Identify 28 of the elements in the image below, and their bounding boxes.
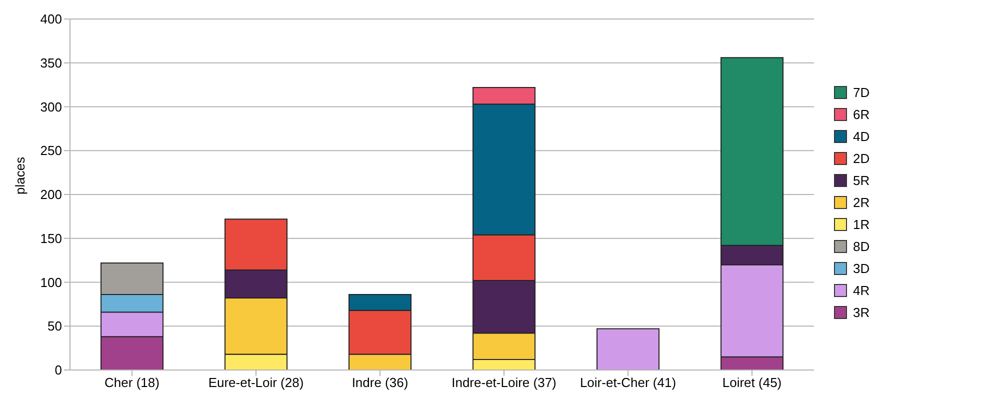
x-tick-label: Indre-et-Loire (37) [452,375,556,390]
y-tick-label: 0 [54,362,62,378]
legend-label: 3D [853,261,870,276]
legend-label: 1R [853,217,870,232]
legend-label: 2D [853,151,870,166]
y-tick-label: 200 [40,187,62,202]
x-tick-label: Indre (36) [352,375,408,390]
x-tick-label: Loir-et-Cher (41) [580,375,676,390]
legend-label: 2R [853,195,870,210]
legend-label: 8D [853,239,870,254]
x-tick-label: Loiret (45) [722,375,782,390]
legend-label: 7D [853,85,870,100]
y-tick-label: 150 [40,230,62,246]
y-tick-label: 100 [40,274,62,290]
y-axis-title: places [12,156,28,194]
legend-label: 3R [853,305,870,320]
legend-label: 6R [853,107,870,122]
y-tick-label: 400 [40,12,62,27]
y-tick-label: 350 [40,55,62,70]
legend-label: 4R [853,283,870,298]
legend-label: 4D [853,129,870,144]
y-tick-label: 250 [40,143,62,158]
x-tick-label: Eure-et-Loir (28) [208,375,304,390]
y-tick-label: 300 [40,99,62,114]
bar [596,328,660,370]
x-tick-label: Cher (18) [104,375,160,390]
legend-label: 5R [853,173,870,188]
y-tick-label: 50 [48,318,62,334]
